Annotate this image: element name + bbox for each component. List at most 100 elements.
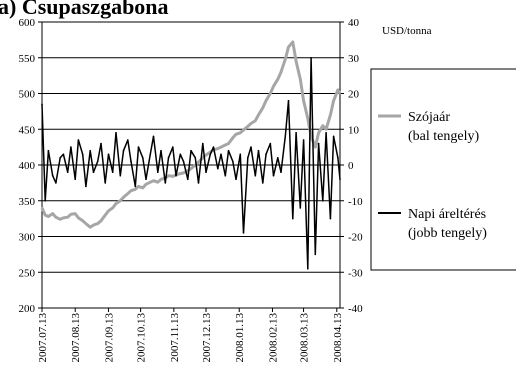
data-point-szojaar	[277, 78, 279, 80]
data-point-napi-arelteres	[77, 139, 80, 141]
data-point-napi-arelteres	[134, 185, 137, 188]
data-point-napi-arelteres	[280, 171, 282, 173]
data-point-szojaar	[81, 220, 84, 222]
legend: Szójaár (bal tengely) Napi áreltérés (jo…	[370, 68, 516, 271]
data-point-szojaar	[329, 114, 332, 116]
data-point-napi-arelteres	[299, 207, 302, 209]
data-point-napi-arelteres	[149, 153, 152, 156]
data-point-napi-arelteres	[55, 182, 57, 184]
left-tick-label: 350	[19, 196, 36, 208]
data-point-szojaar	[66, 216, 69, 218]
data-point-szojaar	[172, 175, 174, 178]
data-point-napi-arelteres	[182, 160, 185, 163]
right-tick-label: 10	[348, 124, 360, 136]
x-tick-label: 2007.10.13	[136, 313, 148, 363]
data-point-szojaar	[92, 224, 95, 226]
left-tick-label: 250	[19, 267, 36, 279]
data-point-napi-arelteres	[322, 200, 324, 202]
data-point-napi-arelteres	[212, 146, 215, 148]
data-point-napi-arelteres	[119, 174, 122, 177]
left-tick-label: 400	[19, 160, 36, 172]
data-point-napi-arelteres	[197, 182, 200, 184]
data-point-szojaar	[100, 220, 102, 222]
right-tick-label: -40	[348, 303, 363, 315]
left-tick-label: 600	[19, 17, 36, 29]
data-point-napi-arelteres	[96, 160, 99, 163]
series-layer	[40, 40, 342, 270]
data-point-napi-arelteres	[302, 139, 305, 141]
data-point-napi-arelteres	[164, 182, 167, 184]
data-point-szojaar	[265, 99, 267, 102]
data-point-napi-arelteres	[89, 149, 91, 152]
data-point-szojaar	[51, 212, 54, 215]
data-point-napi-arelteres	[292, 217, 294, 220]
data-point-napi-arelteres	[247, 157, 249, 159]
data-point-szojaar	[107, 210, 110, 212]
data-point-szojaar	[96, 222, 99, 225]
data-point-szojaar	[217, 147, 219, 150]
data-point-napi-arelteres	[250, 146, 252, 148]
data-point-napi-arelteres	[179, 153, 182, 156]
data-point-szojaar	[220, 146, 222, 148]
series-szojaar	[40, 40, 342, 229]
data-point-napi-arelteres	[329, 217, 332, 220]
data-point-napi-arelteres	[104, 182, 106, 184]
data-point-napi-arelteres	[70, 146, 72, 148]
data-point-napi-arelteres	[310, 57, 312, 59]
data-point-szojaar	[302, 99, 305, 102]
data-point-napi-arelteres	[254, 174, 257, 177]
data-point-napi-arelteres	[235, 178, 237, 181]
data-point-napi-arelteres	[81, 153, 84, 156]
right-tick-label: 40	[348, 17, 360, 29]
x-tick-label: 2007.09.13	[103, 313, 115, 363]
series-line-napi-arelteres	[41, 57, 341, 270]
data-point-napi-arelteres	[172, 146, 174, 148]
data-point-szojaar	[41, 207, 43, 209]
x-tick-label: 2007.07.13	[37, 313, 49, 363]
data-point-szojaar	[254, 119, 257, 122]
data-point-szojaar	[262, 107, 264, 109]
data-point-szojaar	[70, 213, 72, 216]
data-point-napi-arelteres	[47, 149, 50, 152]
x-tick-label: 2007.11.13	[169, 313, 181, 363]
data-point-napi-arelteres	[339, 178, 341, 181]
data-point-szojaar	[310, 135, 312, 138]
data-point-szojaar	[137, 185, 140, 188]
x-tick-label: 2007.08.13	[70, 313, 82, 363]
data-point-napi-arelteres	[269, 142, 272, 145]
data-point-szojaar	[269, 92, 272, 95]
data-point-napi-arelteres	[337, 157, 339, 159]
data-point-napi-arelteres	[122, 149, 125, 152]
data-point-szojaar	[77, 217, 80, 219]
data-point-szojaar	[149, 181, 152, 183]
data-point-napi-arelteres	[220, 153, 222, 156]
data-point-szojaar	[235, 133, 237, 136]
data-point-napi-arelteres	[224, 174, 227, 177]
data-point-napi-arelteres	[145, 178, 147, 181]
data-point-szojaar	[111, 207, 114, 209]
chart-header-fragment: a) Csupaszgabona	[0, 0, 169, 19]
data-point-napi-arelteres	[111, 171, 114, 173]
right-tick-label: -30	[348, 267, 363, 279]
data-point-szojaar	[292, 41, 294, 43]
data-point-napi-arelteres	[137, 146, 140, 148]
data-point-napi-arelteres	[142, 157, 144, 159]
series-napi-arelteres	[41, 57, 341, 270]
data-point-szojaar	[85, 222, 87, 225]
data-point-szojaar	[284, 58, 287, 60]
data-point-napi-arelteres	[107, 153, 110, 156]
data-point-szojaar	[62, 217, 65, 219]
data-point-napi-arelteres	[295, 132, 297, 134]
data-point-napi-arelteres	[167, 157, 170, 159]
data-point-napi-arelteres	[115, 132, 117, 134]
right-tick-label: -20	[348, 232, 363, 244]
data-point-szojaar	[134, 188, 137, 191]
left-tick-label: 550	[19, 53, 36, 65]
data-point-szojaar	[44, 214, 46, 216]
data-point-napi-arelteres	[272, 174, 275, 177]
data-point-szojaar	[127, 192, 129, 195]
data-point-szojaar	[232, 137, 234, 139]
data-point-szojaar	[197, 161, 200, 163]
data-point-szojaar	[202, 157, 204, 159]
data-point-napi-arelteres	[160, 149, 162, 152]
